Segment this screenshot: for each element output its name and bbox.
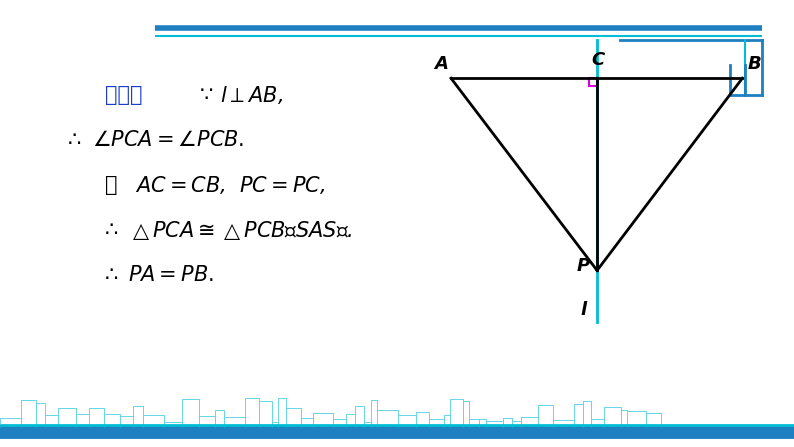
Text: 证明：: 证明：: [105, 85, 142, 105]
Text: P: P: [576, 257, 590, 275]
Text: $\mathit{AC}=\mathit{CB}$,  $\mathit{PC}=\mathit{PC}$,: $\mathit{AC}=\mathit{CB}$, $\mathit{PC}=…: [135, 174, 326, 196]
Text: ∵: ∵: [200, 85, 214, 105]
Text: l: l: [580, 301, 586, 319]
Text: ∴: ∴: [68, 130, 81, 150]
Text: ∴: ∴: [105, 220, 118, 240]
Text: C: C: [592, 51, 605, 69]
Text: $\mathit{PA}=\mathit{PB}.$: $\mathit{PA}=\mathit{PB}.$: [128, 265, 214, 285]
Text: B: B: [747, 55, 761, 73]
Text: A: A: [434, 55, 448, 73]
Text: 又: 又: [105, 175, 118, 195]
Text: $\mathit{l}\perp \mathit{AB}$,: $\mathit{l}\perp \mathit{AB}$,: [220, 84, 283, 106]
Text: $\triangle \mathit{PCA}\cong\triangle \mathit{PCB}$（SAS）.: $\triangle \mathit{PCA}\cong\triangle \m…: [128, 219, 353, 241]
Text: $\angle \mathit{PCA}=\angle \mathit{PCB}.$: $\angle \mathit{PCA}=\angle \mathit{PCB}…: [92, 130, 245, 150]
Text: ∴: ∴: [105, 265, 118, 285]
